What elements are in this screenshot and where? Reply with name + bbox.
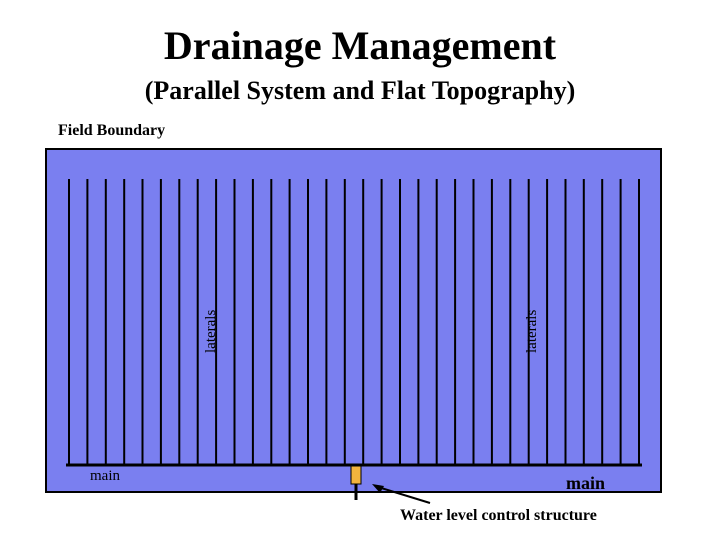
main-label-left: main — [90, 468, 120, 484]
page-subtitle: (Parallel System and Flat Topography) — [144, 76, 576, 105]
page-title: Drainage Management — [163, 23, 557, 68]
laterals-label-left: laterals — [203, 309, 219, 353]
control-structure-label: Water level control structure — [400, 507, 597, 524]
arrow-head-icon — [372, 484, 384, 493]
main-label-right: main — [566, 473, 606, 493]
laterals-group — [68, 179, 640, 465]
control-structure-arrow — [377, 486, 431, 504]
field-boundary-label: Field Boundary — [58, 122, 166, 139]
water-level-control-structure — [350, 465, 362, 485]
laterals-label-right: laterals — [524, 309, 540, 353]
field-boundary — [45, 148, 662, 493]
